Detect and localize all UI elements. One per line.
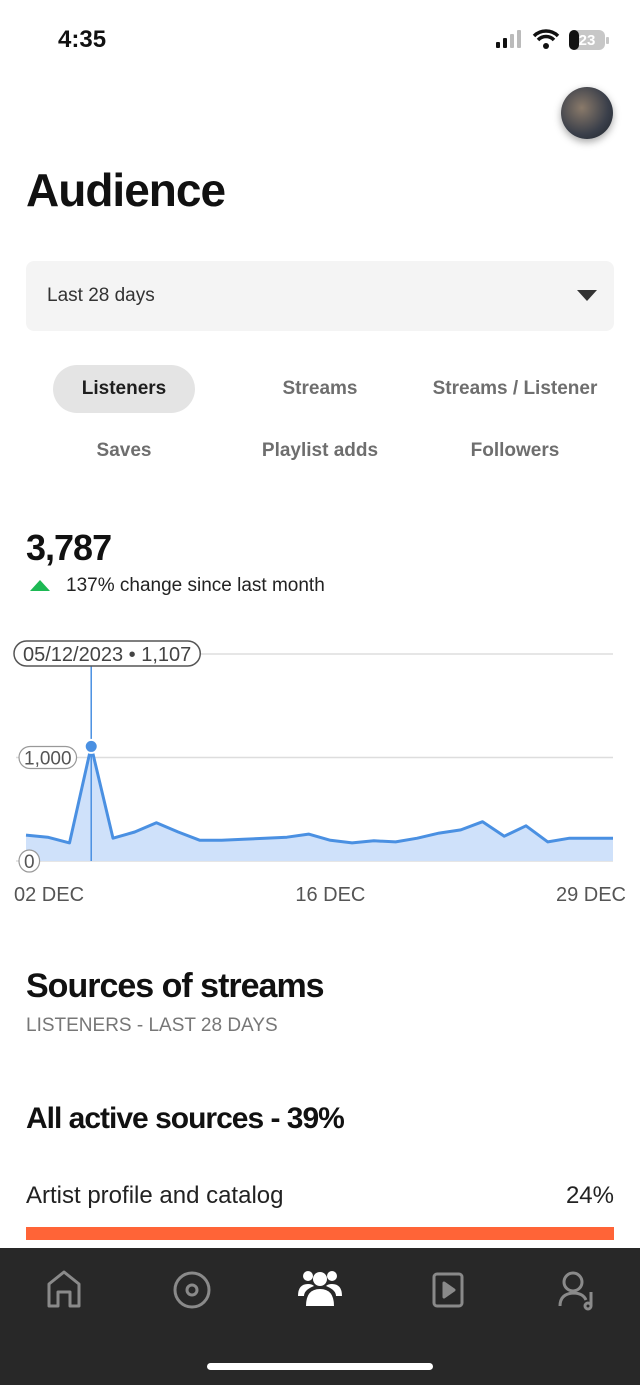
battery-level: 23 [579, 32, 596, 49]
tooltip-pill [13, 640, 202, 667]
status-icons: 23 [496, 29, 609, 50]
area [26, 746, 613, 861]
source-label: Artist profile and catalog [26, 1182, 284, 1209]
y-tick-label: 0 [24, 852, 35, 873]
y-tick-label: 1,000 [24, 749, 72, 770]
line [25, 744, 613, 845]
home-indicator [207, 1363, 433, 1370]
x-tick-label: 29 DEC [556, 884, 626, 906]
source-value: 24% [565, 1182, 614, 1209]
tooltip: 05/12/2023 • 1,107 [13, 640, 202, 667]
tab[interactable]: Streams / Listener [432, 378, 598, 399]
nav-bar [0, 1248, 640, 1385]
y-tick: 1,000 [18, 745, 78, 770]
section-subtitle: LISTENERS - LAST 28 DAYS [26, 1015, 278, 1036]
nav-icons [47, 1270, 593, 1370]
point [83, 738, 99, 754]
tooltip-text: 05/12/2023 • 1,107 [23, 644, 191, 666]
home-icon[interactable] [47, 1270, 81, 1308]
source-bar [26, 1227, 614, 1240]
tab[interactable]: Followers [470, 440, 560, 461]
y-tick-pill [18, 745, 78, 770]
line-chart: 0 1,000 05/12/2023 • 1,107 02 DEC 16 DEC 29 D… [13, 640, 626, 906]
audience-icon[interactable] [298, 1271, 342, 1306]
tab[interactable]: Playlist adds [261, 440, 379, 461]
video-icon[interactable] [432, 1272, 464, 1308]
profile-icon[interactable] [562, 1271, 584, 1293]
tab-selected-bg [53, 365, 195, 413]
status-time: 4:35 [58, 26, 107, 53]
section-title: Sources of streams [26, 967, 325, 1005]
total-value: 3,787 [26, 527, 112, 568]
up-arrow [30, 580, 50, 591]
tab[interactable]: Listeners [81, 378, 167, 399]
tab[interactable]: Streams [282, 378, 358, 399]
dropdown-arrow [577, 290, 597, 301]
tab[interactable]: Saves [96, 440, 152, 461]
period-select[interactable]: Last 28 days [26, 261, 614, 331]
y-tick: 0 [18, 849, 41, 873]
period-label: Last 28 days [47, 285, 155, 306]
discover-icon[interactable] [173, 1271, 211, 1309]
change-text: 137% change since last month [66, 575, 325, 596]
profile-avatar[interactable] [561, 87, 613, 139]
sources-heading: All active sources - 39% [26, 1102, 345, 1135]
page-title: Audience [26, 164, 226, 216]
x-tick-label: 02 DEC [14, 884, 84, 906]
x-tick-label: 16 DEC [295, 884, 365, 906]
y-tick-pill [18, 849, 41, 873]
